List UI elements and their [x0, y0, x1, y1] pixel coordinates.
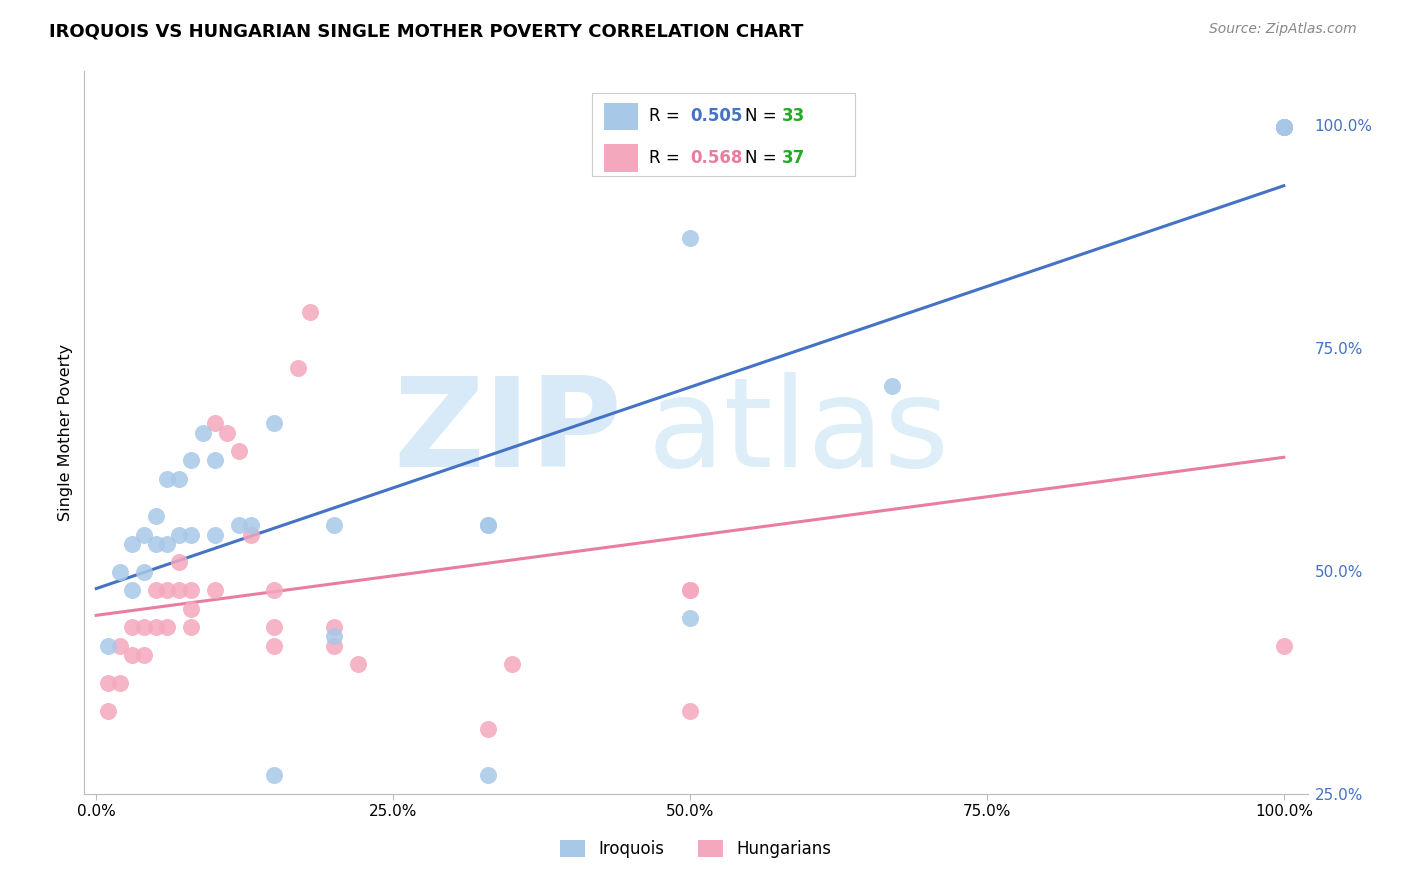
FancyBboxPatch shape	[592, 93, 855, 176]
Point	[477, 768, 499, 782]
Point	[121, 620, 143, 634]
Point	[169, 527, 191, 541]
Point	[191, 425, 214, 440]
Point	[477, 518, 499, 533]
Point	[1272, 120, 1295, 134]
Text: N =: N =	[745, 149, 782, 167]
Point	[145, 537, 167, 551]
Point	[322, 518, 344, 533]
Point	[132, 527, 155, 541]
Point	[180, 583, 202, 598]
Point	[204, 583, 226, 598]
Text: R =: R =	[650, 149, 686, 167]
Point	[108, 565, 131, 579]
Point	[145, 583, 167, 598]
Point	[228, 444, 250, 458]
Point	[679, 583, 702, 598]
Point	[1272, 120, 1295, 134]
Legend: Iroquois, Hungarians: Iroquois, Hungarians	[554, 833, 838, 865]
Point	[679, 704, 702, 718]
Point	[1272, 639, 1295, 653]
Point	[322, 639, 344, 653]
Text: Source: ZipAtlas.com: Source: ZipAtlas.com	[1209, 22, 1357, 37]
Point	[287, 360, 309, 375]
Point	[679, 583, 702, 598]
Text: R =: R =	[650, 107, 686, 125]
Text: atlas: atlas	[647, 372, 949, 493]
Point	[156, 620, 179, 634]
Text: N =: N =	[745, 107, 782, 125]
Point	[132, 565, 155, 579]
Point	[880, 379, 903, 393]
Point	[132, 648, 155, 662]
Point	[169, 555, 191, 569]
Text: 33: 33	[782, 107, 804, 125]
Point	[108, 639, 131, 653]
Point	[477, 722, 499, 736]
Point	[180, 527, 202, 541]
FancyBboxPatch shape	[605, 103, 638, 130]
Point	[322, 629, 344, 643]
Point	[679, 231, 702, 245]
Point	[97, 639, 120, 653]
Point	[156, 537, 179, 551]
Y-axis label: Single Mother Poverty: Single Mother Poverty	[58, 344, 73, 521]
Point	[1272, 120, 1295, 134]
Point	[477, 518, 499, 533]
Point	[1272, 120, 1295, 134]
Point	[263, 620, 285, 634]
Point	[180, 453, 202, 467]
Point	[156, 472, 179, 486]
Point	[108, 675, 131, 690]
Point	[215, 425, 238, 440]
Point	[679, 611, 702, 625]
Point	[145, 508, 167, 523]
Point	[1272, 120, 1295, 134]
Point	[180, 620, 202, 634]
Point	[263, 417, 285, 431]
Point	[204, 417, 226, 431]
Point	[228, 518, 250, 533]
Point	[121, 648, 143, 662]
Point	[239, 527, 262, 541]
Text: 0.568: 0.568	[690, 149, 742, 167]
Text: IROQUOIS VS HUNGARIAN SINGLE MOTHER POVERTY CORRELATION CHART: IROQUOIS VS HUNGARIAN SINGLE MOTHER POVE…	[49, 22, 804, 40]
Point	[346, 657, 368, 672]
Point	[97, 675, 120, 690]
Text: 37: 37	[782, 149, 804, 167]
FancyBboxPatch shape	[605, 145, 638, 171]
Point	[298, 305, 321, 319]
Text: 0.505: 0.505	[690, 107, 742, 125]
Point	[204, 527, 226, 541]
Point	[132, 620, 155, 634]
Point	[97, 704, 120, 718]
Point	[501, 657, 523, 672]
Point	[263, 583, 285, 598]
Point	[263, 639, 285, 653]
Point	[322, 620, 344, 634]
Point	[121, 537, 143, 551]
Point	[204, 453, 226, 467]
Point	[263, 768, 285, 782]
Text: ZIP: ZIP	[394, 372, 623, 493]
Point	[180, 601, 202, 615]
Point	[145, 620, 167, 634]
Point	[156, 583, 179, 598]
Point	[169, 472, 191, 486]
Point	[169, 583, 191, 598]
Point	[239, 518, 262, 533]
Point	[121, 583, 143, 598]
